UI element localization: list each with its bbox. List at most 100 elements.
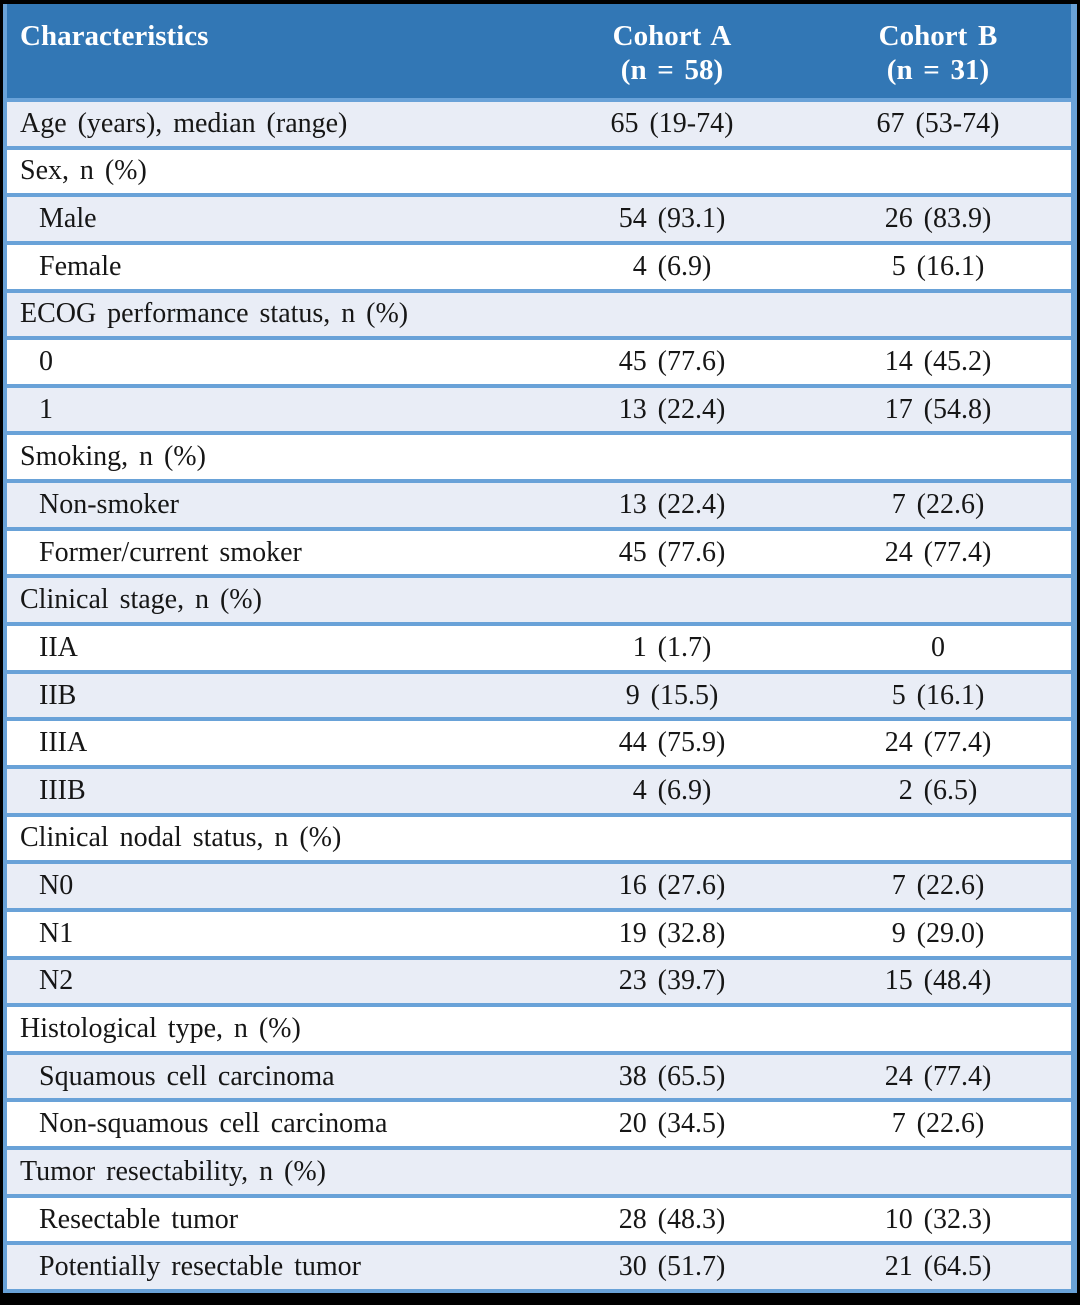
- table-row: Squamous cell carcinoma 38 (65.5) 24 (77…: [7, 1050, 1071, 1099]
- table-row: 1 13 (22.4) 17 (54.8): [7, 383, 1071, 432]
- row-label: Non-squamous cell carcinoma: [39, 1108, 388, 1140]
- table-row: Female 4 (6.9) 5 (16.1): [7, 240, 1071, 289]
- row-label: Former/current smoker: [39, 536, 302, 568]
- cohort-a-value: 45 (77.6): [618, 536, 726, 568]
- cohort-b-value: 0: [931, 631, 945, 663]
- header-characteristics-label: Characteristics: [20, 20, 209, 52]
- table-row: Smoking, n (%): [7, 431, 1071, 480]
- row-label: Male: [39, 203, 97, 235]
- cohort-b-value: 24 (77.4): [884, 727, 992, 759]
- cohort-b-value: 26 (83.9): [884, 203, 992, 235]
- cohort-b-value: 7 (22.6): [891, 1108, 985, 1140]
- table-row: Former/current smoker 45 (77.6) 24 (77.4…: [7, 526, 1071, 575]
- row-label-cell: Non-squamous cell carcinoma: [7, 1108, 539, 1140]
- cohort-b-value: 14 (45.2): [884, 346, 992, 378]
- row-label-cell: ECOG performance status, n (%): [7, 298, 539, 330]
- cohort-b-value: 5 (16.1): [891, 679, 985, 711]
- header-characteristics: Characteristics: [7, 4, 539, 98]
- row-label-cell: Age (years), median (range): [7, 108, 539, 140]
- row-label: Age (years), median (range): [20, 107, 348, 139]
- row-label: 0: [39, 346, 53, 378]
- row-label-cell: 0: [7, 346, 539, 378]
- header-cohort-a-label: Cohort A: [612, 20, 732, 52]
- cohort-a-value: 1 (1.7): [632, 631, 712, 663]
- row-label-cell: IIIB: [7, 775, 539, 807]
- row-label-cell: Sex, n (%): [7, 155, 539, 187]
- cohort-a-value: 13 (22.4): [618, 488, 726, 520]
- table-row: N2 23 (39.7) 15 (48.4): [7, 955, 1071, 1004]
- row-label: N1: [39, 917, 74, 949]
- table-row: Tumor resectability, n (%): [7, 1146, 1071, 1194]
- row-label-cell: Former/current smoker: [7, 537, 539, 569]
- cohort-b-value: 15 (48.4): [884, 965, 992, 997]
- row-label: Clinical nodal status, n (%): [20, 822, 342, 854]
- cohort-a-value: 16 (27.6): [618, 870, 726, 902]
- header-cohort-a: Cohort A (n = 58): [539, 4, 805, 98]
- row-label: Tumor resectability, n (%): [20, 1155, 326, 1187]
- table-row: IIIA 44 (75.9) 24 (77.4): [7, 717, 1071, 765]
- cohort-a-value: 20 (34.5): [618, 1108, 726, 1140]
- row-label-cell: Resectable tumor: [7, 1204, 539, 1236]
- row-label-cell: IIB: [7, 680, 539, 712]
- cohort-b-value: 17 (54.8): [884, 393, 992, 425]
- table-row: Histological type, n (%): [7, 1003, 1071, 1051]
- table-row: IIB 9 (15.5) 5 (16.1): [7, 669, 1071, 718]
- row-label: Squamous cell carcinoma: [39, 1060, 335, 1092]
- row-label: Resectable tumor: [39, 1203, 239, 1235]
- cohort-a-value: 4 (6.9): [632, 250, 712, 282]
- table-row: N1 19 (32.8) 9 (29.0): [7, 907, 1071, 956]
- cohort-b-value: 2 (6.5): [898, 774, 978, 806]
- table-row: 0 45 (77.6) 14 (45.2): [7, 336, 1071, 384]
- row-label-cell: Clinical stage, n (%): [7, 584, 539, 616]
- table-header-row: Characteristics Cohort A (n = 58) Cohort…: [7, 4, 1071, 98]
- cohort-b-value: 5 (16.1): [891, 250, 985, 282]
- row-label-cell: Smoking, n (%): [7, 441, 539, 473]
- table-row: Resectable tumor 28 (48.3) 10 (32.3): [7, 1193, 1071, 1242]
- row-label: IIA: [39, 631, 78, 663]
- cohort-a-value: 23 (39.7): [618, 965, 726, 997]
- row-label-cell: Tumor resectability, n (%): [7, 1156, 539, 1188]
- cohort-a-value: 54 (93.1): [618, 203, 726, 235]
- header-cohort-b-label: Cohort B: [878, 20, 998, 52]
- table-row: IIIB 4 (6.9) 2 (6.5): [7, 764, 1071, 813]
- row-label: Clinical stage, n (%): [20, 584, 262, 616]
- cohort-b-value: 21 (64.5): [884, 1251, 992, 1283]
- row-label: 1: [39, 393, 53, 425]
- row-label-cell: N2: [7, 965, 539, 997]
- header-cohort-b: Cohort B (n = 31): [805, 4, 1071, 98]
- row-label: Sex, n (%): [20, 155, 147, 187]
- row-label-cell: N0: [7, 870, 539, 902]
- row-label: Potentially resectable tumor: [39, 1251, 361, 1283]
- table-row: N0 16 (27.6) 7 (22.6): [7, 860, 1071, 908]
- header-cohort-a-n: (n = 58): [620, 54, 724, 86]
- table-row: ECOG performance status, n (%): [7, 288, 1071, 337]
- characteristics-table: Characteristics Cohort A (n = 58) Cohort…: [3, 4, 1077, 1293]
- row-label: Female: [39, 250, 122, 282]
- table-row: IIA 1 (1.7) 0: [7, 622, 1071, 670]
- table-row: Male 54 (93.1) 26 (83.9): [7, 193, 1071, 241]
- row-label-cell: Non-smoker: [7, 489, 539, 521]
- cohort-a-value: 44 (75.9): [618, 727, 726, 759]
- cohort-a-value: 4 (6.9): [632, 774, 712, 806]
- row-label-cell: Squamous cell carcinoma: [7, 1061, 539, 1093]
- row-label-cell: 1: [7, 394, 539, 426]
- row-label-cell: IIIA: [7, 727, 539, 759]
- row-label-cell: Male: [7, 203, 539, 235]
- row-label-cell: Potentially resectable tumor: [7, 1251, 539, 1283]
- row-label: IIIB: [39, 774, 86, 806]
- table-row: Non-smoker 13 (22.4) 7 (22.6): [7, 479, 1071, 527]
- cohort-a-value: 9 (15.5): [625, 679, 719, 711]
- table-row: Clinical stage, n (%): [7, 574, 1071, 623]
- cohort-a-value: 38 (65.5): [618, 1060, 726, 1092]
- header-cohort-b-n: (n = 31): [886, 54, 990, 86]
- cohort-a-value: 45 (77.6): [618, 346, 726, 378]
- table-body: Age (years), median (range) 65 (19-74) 6…: [7, 98, 1071, 1290]
- row-label: Histological type, n (%): [20, 1012, 301, 1044]
- row-label-cell: Female: [7, 251, 539, 283]
- cohort-b-value: 67 (53-74): [876, 107, 1000, 139]
- table-row: Clinical nodal status, n (%): [7, 812, 1071, 861]
- cohort-a-value: 19 (32.8): [618, 917, 726, 949]
- row-label-cell: Clinical nodal status, n (%): [7, 822, 539, 854]
- row-label-cell: N1: [7, 918, 539, 950]
